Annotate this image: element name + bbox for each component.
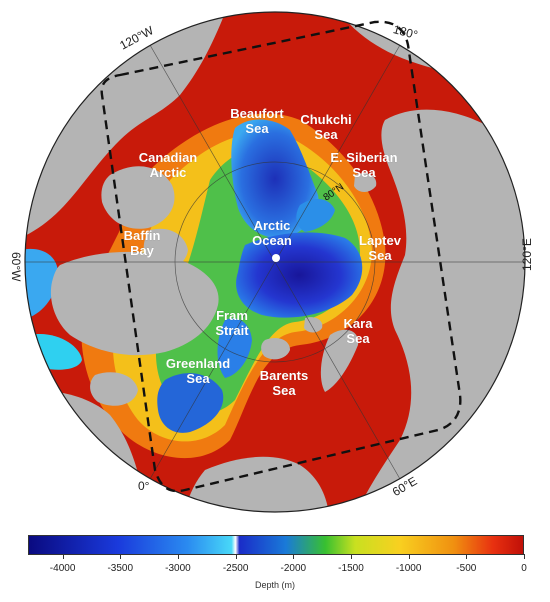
colorbar-tickmark <box>466 554 468 559</box>
sea-label-line: Ocean <box>252 233 292 248</box>
makarov-ridge <box>296 198 335 232</box>
sea-label-line: Greenland <box>166 356 230 371</box>
greenland-basin <box>157 373 224 433</box>
meridian-label-180: 180° <box>392 22 420 42</box>
depth-colorbar <box>28 535 524 555</box>
meridian-label-60w: 60°W <box>9 252 23 282</box>
meridian-label-0: 0° <box>138 479 150 493</box>
sea-label-baffin: Baffin Bay <box>124 228 161 258</box>
sea-label-line: Chukchi <box>300 112 351 127</box>
colorbar-tick-label: 0 <box>521 563 527 574</box>
sea-label-line: Bay <box>130 243 155 258</box>
sea-label-line: Arctic <box>150 165 187 180</box>
colorbar-tick-label: -500 <box>456 563 477 574</box>
sea-label-arctic: Arctic Ocean <box>252 218 292 248</box>
sea-label-line: Sea <box>186 371 210 386</box>
sea-label-chukchi: Chukchi Sea <box>300 112 351 142</box>
colorbar-tick-label: -4000 <box>49 563 76 574</box>
colorbar-tick-label: -1000 <box>395 563 422 574</box>
colorbar-tick-label: -3000 <box>165 563 191 574</box>
map-disk <box>25 12 525 512</box>
sea-label-e-siberian: E. Siberian Sea <box>330 150 397 180</box>
sea-label-line: Strait <box>215 323 249 338</box>
colorbar-tick-label: -3500 <box>107 563 134 574</box>
meridian-label-120e: 120°E <box>520 238 534 271</box>
sea-label-greenland: Greenland Sea <box>166 356 230 386</box>
sea-label-line: Kara <box>344 316 374 331</box>
north-pole-marker <box>272 254 280 262</box>
sea-label-line: Barents <box>260 368 308 383</box>
colorbar-tickmark <box>62 554 64 559</box>
sea-label-line: Sea <box>245 121 269 136</box>
sea-label-line: Sea <box>368 248 392 263</box>
colorbar-tickmark <box>293 554 295 559</box>
baffin-deep <box>25 248 59 320</box>
sea-label-fram: Fram Strait <box>215 308 249 338</box>
colorbar-tickmark <box>524 554 525 559</box>
sea-label-line: Sea <box>352 165 376 180</box>
sea-label-canadian: Canadian Arctic <box>139 150 198 180</box>
sea-label-line: Laptev <box>359 233 402 248</box>
colorbar-tickmark <box>350 554 352 559</box>
sea-label-line: Sea <box>272 383 296 398</box>
colorbar-label: Depth (m) <box>254 580 295 590</box>
sea-label-line: Arctic <box>254 218 291 233</box>
sea-label-barents: Barents Sea <box>260 368 308 398</box>
graticule <box>25 44 525 480</box>
sea-label-line: Sea <box>314 127 338 142</box>
map-border <box>24 11 526 513</box>
study-region-outline <box>100 20 462 493</box>
canada-basin <box>231 119 319 239</box>
eurasian-basin <box>236 232 363 318</box>
sea-label-line: Sea <box>346 331 370 346</box>
arctic-bathymetry-map: 120°W 180° 60°W 120°E 0° 60°E 80°N Beauf… <box>9 11 534 513</box>
colorbar-tickmark <box>235 554 237 559</box>
colorbar-tickmark <box>177 554 179 559</box>
sea-label-line: Canadian <box>139 150 198 165</box>
sea-label-line: Baffin <box>124 228 161 243</box>
sea-label-line: Beaufort <box>230 106 284 121</box>
fram-deep <box>217 318 252 378</box>
sea-label-kara: Kara Sea <box>344 316 374 346</box>
sea-label-line: E. Siberian <box>330 150 397 165</box>
colorbar-tickmark <box>120 554 122 559</box>
colorbar-tick-label: -2500 <box>222 563 249 574</box>
sea-label-beaufort: Beaufort Sea <box>230 106 284 136</box>
colorbar-tick-label: -1500 <box>338 563 364 574</box>
sea-label-line: Fram <box>216 308 248 323</box>
sea-label-laptev: Laptev Sea <box>359 233 402 263</box>
colorbar-tick-label: -2000 <box>280 563 307 574</box>
colorbar-tickmark <box>408 554 410 559</box>
